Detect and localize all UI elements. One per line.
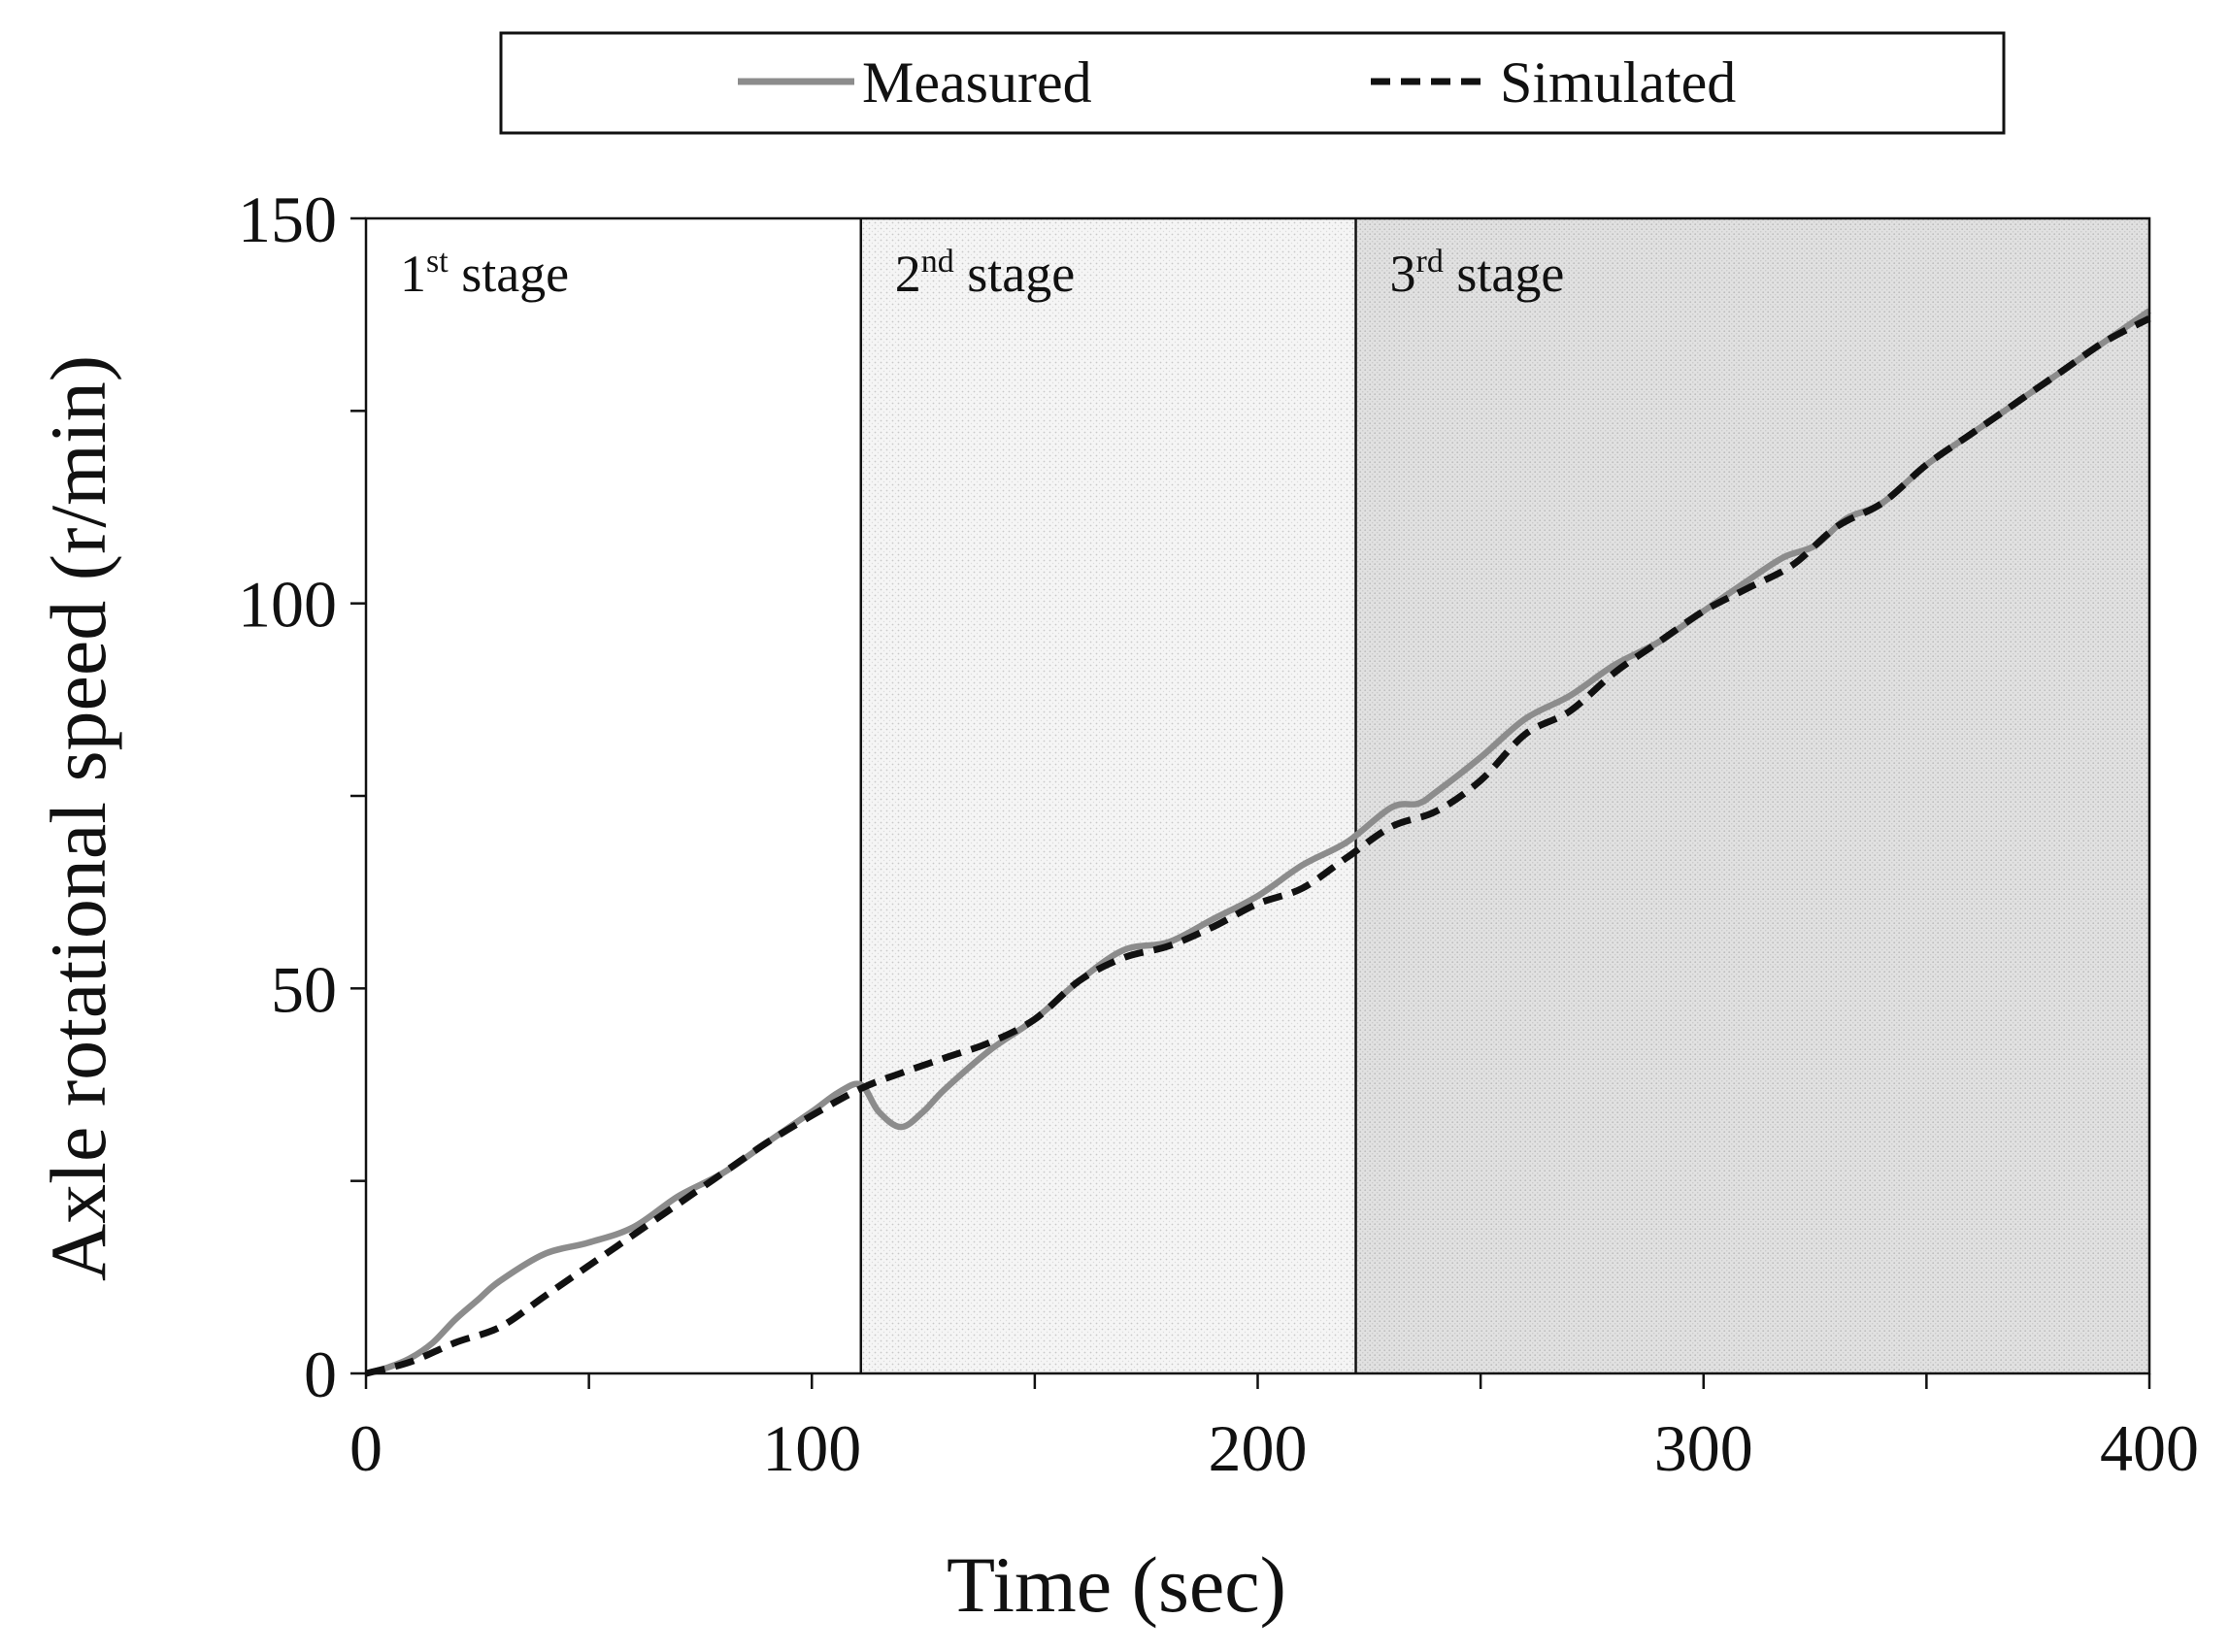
- y-tick-label: 0: [304, 1338, 337, 1411]
- stage-label-ordinal: 2: [895, 245, 921, 303]
- stage-label-2: 2nd stage: [895, 244, 1075, 303]
- stage-band-2: [860, 218, 1356, 1373]
- stage-band-1: [366, 218, 861, 1373]
- series-simulated-line: [365, 314, 2151, 1377]
- stage-dividers: [859, 218, 1357, 1373]
- stage-label-word: stage: [449, 245, 569, 303]
- x-tick-label: 400: [2100, 1411, 2199, 1485]
- stage-label-suffix: st: [426, 244, 449, 280]
- x-axis: 0 100 200 300 400: [349, 1373, 2199, 1485]
- stage-label-3: 3rd stage: [1390, 244, 1565, 303]
- stage-label-ordinal: 3: [1390, 245, 1416, 303]
- stage-label-1: 1st stage: [400, 244, 569, 303]
- legend-measured-label: Measured: [862, 50, 1092, 115]
- legend-simulated-label: Simulated: [1500, 50, 1736, 115]
- stage-label-ordinal: 1: [400, 245, 426, 303]
- x-tick-label: 100: [762, 1411, 861, 1485]
- stage-label-suffix: rd: [1416, 244, 1444, 280]
- stage-label-word: stage: [954, 245, 1075, 303]
- x-tick-label: 300: [1654, 1411, 1753, 1485]
- plot-area: 1st stage 2nd stage 3rd stage: [364, 216, 2151, 1377]
- stage-band-3: [1355, 218, 2149, 1373]
- x-axis-title: Time (sec): [947, 1540, 1286, 1629]
- legend-box: [499, 31, 2006, 135]
- x-tick-label: 200: [1209, 1411, 1308, 1485]
- x-tick-label: 0: [349, 1411, 383, 1485]
- y-axis: 0 50 100 150: [238, 182, 366, 1411]
- stage-label-word: stage: [1444, 245, 1564, 303]
- y-tick-label: 50: [271, 952, 337, 1026]
- stage-bands: [366, 218, 2149, 1373]
- legend: Measured Simulated: [499, 31, 2006, 135]
- stage-label-suffix: nd: [921, 244, 954, 280]
- y-tick-label: 100: [238, 568, 337, 642]
- y-tick-label: 150: [238, 182, 337, 256]
- stage-labels: 1st stage 2nd stage 3rd stage: [400, 244, 1564, 303]
- y-axis-title: Axle rotational speed (r/min): [34, 355, 122, 1281]
- series-layer: [365, 308, 2151, 1377]
